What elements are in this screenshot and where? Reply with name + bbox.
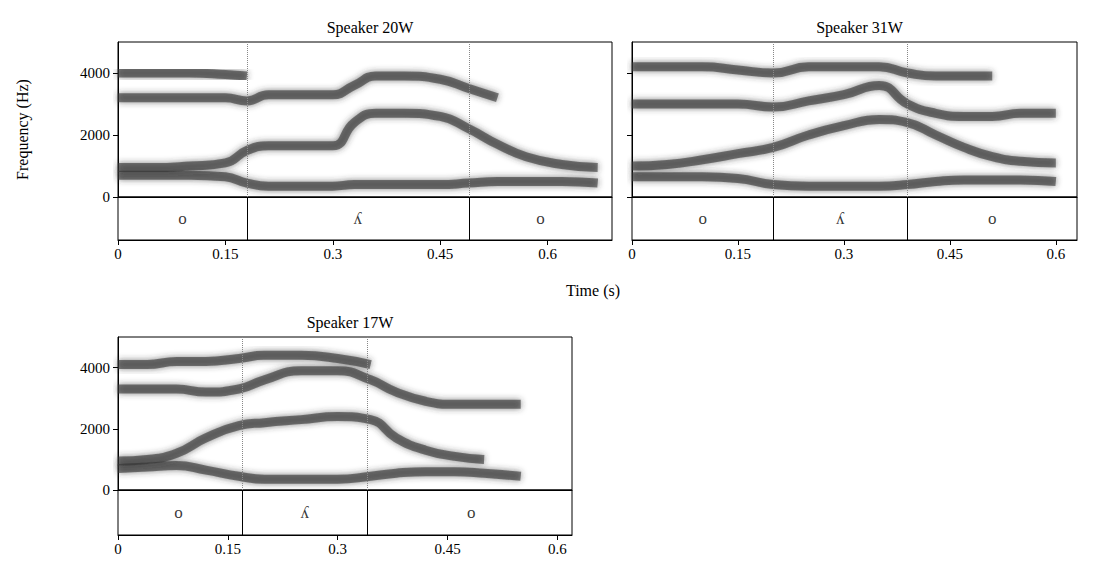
svg-text:o: o [536, 209, 545, 228]
svg-text:Speaker 20W: Speaker 20W [327, 19, 415, 37]
svg-text:0.3: 0.3 [328, 541, 347, 557]
svg-text:0: 0 [114, 246, 122, 262]
svg-text:0: 0 [103, 189, 111, 205]
svg-text:ʎ: ʎ [300, 503, 309, 522]
svg-text:0.15: 0.15 [212, 246, 238, 262]
svg-text:0.15: 0.15 [725, 246, 751, 262]
svg-text:0.6: 0.6 [538, 246, 557, 262]
svg-text:0.45: 0.45 [937, 246, 963, 262]
svg-text:Speaker 17W: Speaker 17W [307, 314, 395, 332]
svg-text:o: o [174, 503, 183, 522]
svg-text:4000: 4000 [80, 360, 110, 376]
svg-text:2000: 2000 [80, 127, 110, 143]
svg-text:0.45: 0.45 [427, 246, 453, 262]
svg-text:0.3: 0.3 [323, 246, 342, 262]
svg-text:2000: 2000 [80, 421, 110, 437]
svg-text:Speaker 31W: Speaker 31W [816, 19, 904, 37]
svg-text:Time (s): Time (s) [566, 282, 620, 300]
svg-text:o: o [988, 209, 997, 228]
svg-text:0: 0 [628, 246, 636, 262]
svg-text:4000: 4000 [80, 65, 110, 81]
svg-text:0: 0 [103, 482, 111, 498]
svg-text:ʎ: ʎ [354, 209, 363, 228]
svg-text:0.3: 0.3 [835, 246, 854, 262]
svg-text:0.6: 0.6 [1046, 246, 1065, 262]
svg-text:o: o [698, 209, 707, 228]
svg-text:0.15: 0.15 [215, 541, 241, 557]
svg-text:ʎ: ʎ [836, 209, 845, 228]
svg-text:0.6: 0.6 [548, 541, 567, 557]
svg-text:o: o [467, 503, 476, 522]
svg-text:Frequency (Hz): Frequency (Hz) [14, 79, 32, 180]
svg-text:0: 0 [114, 541, 122, 557]
svg-text:0.45: 0.45 [434, 541, 460, 557]
svg-text:o: o [178, 209, 187, 228]
